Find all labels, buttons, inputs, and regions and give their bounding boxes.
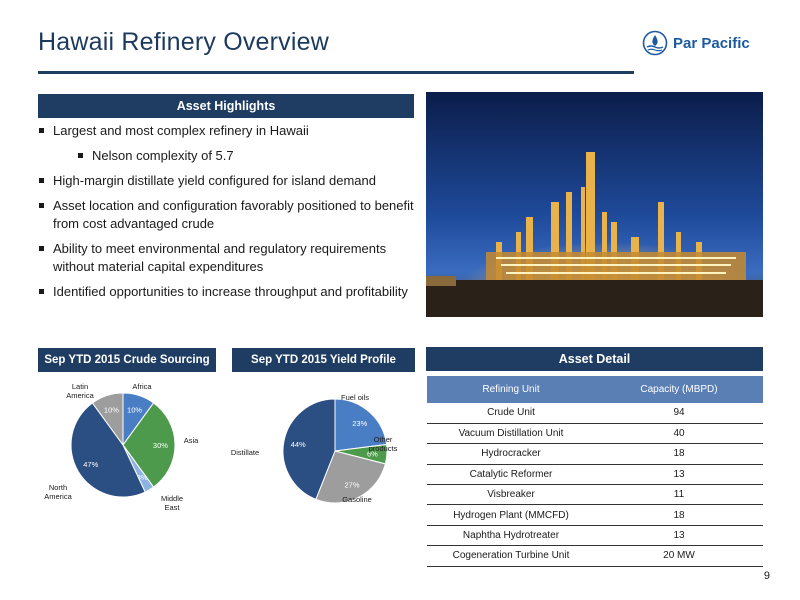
pie-value-label: 30% — [153, 441, 168, 450]
table-row: Hydrocracker 18 — [427, 443, 763, 465]
refinery-photo — [426, 92, 763, 317]
capacity-cell: 13 — [595, 464, 763, 486]
list-item: Asset location and configuration favorab… — [38, 197, 423, 233]
table-row: Catalytic Reformer 13 — [427, 464, 763, 486]
page-title: Hawaii Refinery Overview — [38, 28, 329, 56]
list-item: Identified opportunities to increase thr… — [38, 283, 423, 301]
crude-sourcing-chart: 10%30%3%47%10%AfricaAsiaMiddleEastNorthA… — [44, 382, 199, 512]
capacity-cell: 11 — [595, 484, 763, 506]
highlights-list: Largest and most complex refinery in Haw… — [38, 122, 423, 308]
pie-slice-asia — [122, 402, 176, 488]
crude-sourcing-heading: Sep YTD 2015 Crude Sourcing — [38, 348, 216, 372]
table-row: Naphtha Hydrotreater 13 — [427, 525, 763, 547]
list-item: Ability to meet environmental and regula… — [38, 240, 423, 276]
company-logo: Par Pacific — [642, 28, 767, 58]
pie-slice-latin-america — [91, 392, 124, 447]
pie-category-label: Africa — [132, 382, 152, 391]
capacity-cell: 13 — [595, 525, 763, 547]
pie-value-label: 10% — [127, 405, 142, 414]
pie-value-label: 6% — [367, 449, 378, 458]
unit-cell: Hydrocracker — [427, 443, 595, 465]
yield-profile-heading: Sep YTD 2015 Yield Profile — [232, 348, 415, 372]
pie-category-label: Middle — [161, 494, 183, 503]
column-header: Capacity (MBPD) — [595, 376, 763, 403]
table-header-row: Refining Unit Capacity (MBPD) — [427, 376, 763, 403]
pie-value-label: 23% — [352, 419, 367, 428]
list-item: High-margin distillate yield configured … — [38, 172, 423, 190]
pie-category-label: Asia — [184, 436, 199, 445]
pie-value-label: 10% — [104, 405, 119, 414]
table-row: Crude Unit 94 — [427, 403, 763, 424]
pie-slice-fuel-oils — [334, 398, 388, 452]
unit-cell: Vacuum Distillation Unit — [427, 423, 595, 445]
table-row: Cogeneration Turbine Unit 20 MW — [427, 545, 763, 567]
pie-value-label: 27% — [344, 480, 359, 489]
pie-category-label: Fuel oils — [341, 393, 369, 402]
unit-cell: Crude Unit — [427, 403, 595, 424]
pie-category-label: Distillate — [231, 448, 259, 457]
list-item: Nelson complexity of 5.7 — [77, 147, 423, 165]
logo-text: Par Pacific — [673, 34, 750, 52]
pie-category-label: North — [49, 483, 67, 492]
pie-value-label: 3% — [137, 473, 148, 482]
column-header: Refining Unit — [427, 376, 595, 403]
capacity-cell: 20 MW — [595, 545, 763, 567]
table-row: Hydrogen Plant (MMCFD) 18 — [427, 504, 763, 526]
table-row: Visbreaker 11 — [427, 484, 763, 506]
pie-category-label: Other — [374, 435, 393, 444]
pie-slice-north-america — [70, 402, 146, 498]
capacity-cell: 18 — [595, 504, 763, 526]
list-item: Largest and most complex refinery in Haw… — [38, 122, 423, 140]
title-divider — [38, 71, 634, 74]
pie-category-label: America — [66, 391, 94, 400]
pie-category-label: products — [369, 444, 398, 453]
pie-category-label: East — [164, 503, 180, 512]
capacity-cell: 18 — [595, 443, 763, 465]
table-row: Vacuum Distillation Unit 40 — [427, 423, 763, 445]
pie-slice-distillate — [282, 398, 336, 500]
pie-category-label: Gasoline — [342, 495, 372, 504]
pie-value-label: 47% — [83, 460, 98, 469]
unit-cell: Naphtha Hydrotreater — [427, 525, 595, 547]
unit-cell: Catalytic Reformer — [427, 464, 595, 486]
page-number: 9 — [763, 570, 770, 582]
asset-detail-table: Refining Unit Capacity (MBPD) Crude Unit… — [427, 376, 763, 567]
pie-value-label: 44% — [291, 440, 306, 449]
capacity-cell: 40 — [595, 423, 763, 445]
capacity-cell: 94 — [595, 403, 763, 424]
pie-category-label: Latin — [72, 382, 88, 391]
pie-slice-gasoline — [315, 450, 386, 504]
par-pacific-logo-icon — [642, 30, 668, 56]
unit-cell: Cogeneration Turbine Unit — [427, 545, 595, 567]
pie-category-label: America — [44, 492, 72, 501]
unit-cell: Visbreaker — [427, 484, 595, 506]
asset-detail-heading: Asset Detail — [426, 347, 763, 371]
asset-highlights-heading: Asset Highlights — [38, 94, 414, 118]
unit-cell: Hydrogen Plant (MMCFD) — [427, 504, 595, 526]
